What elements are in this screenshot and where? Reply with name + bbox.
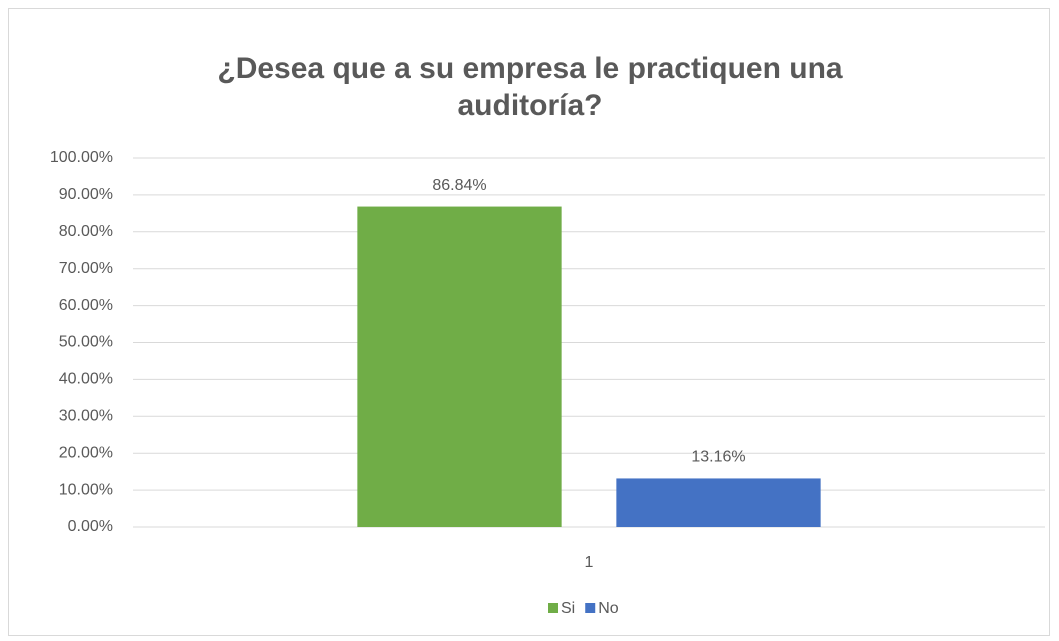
bar	[616, 478, 821, 527]
y-tick-label: 20.00%	[59, 444, 113, 461]
legend-swatch	[585, 603, 596, 613]
legend-label: No	[598, 600, 619, 617]
y-tick-label: 10.00%	[59, 481, 113, 498]
chart-title: ¿Desea que a su empresa le practiquen un…	[217, 52, 843, 122]
legend-label: Si	[561, 600, 575, 617]
y-tick-label: 70.00%	[59, 260, 113, 277]
y-tick-label: 100.00%	[50, 149, 113, 166]
bar	[357, 206, 562, 527]
legend-swatch	[548, 603, 558, 613]
y-tick-label: 50.00%	[59, 334, 113, 351]
y-tick-label: 0.00%	[68, 518, 113, 535]
data-label: 13.16%	[691, 449, 745, 466]
y-tick-label: 40.00%	[59, 371, 113, 388]
chart-frame	[8, 8, 1050, 636]
y-tick-label: 80.00%	[59, 223, 113, 240]
y-tick-label: 90.00%	[59, 186, 113, 203]
x-tick-label: 1	[585, 554, 594, 571]
y-tick-label: 30.00%	[59, 408, 113, 425]
data-label: 86.84%	[432, 177, 486, 194]
y-tick-label: 60.00%	[59, 297, 113, 314]
